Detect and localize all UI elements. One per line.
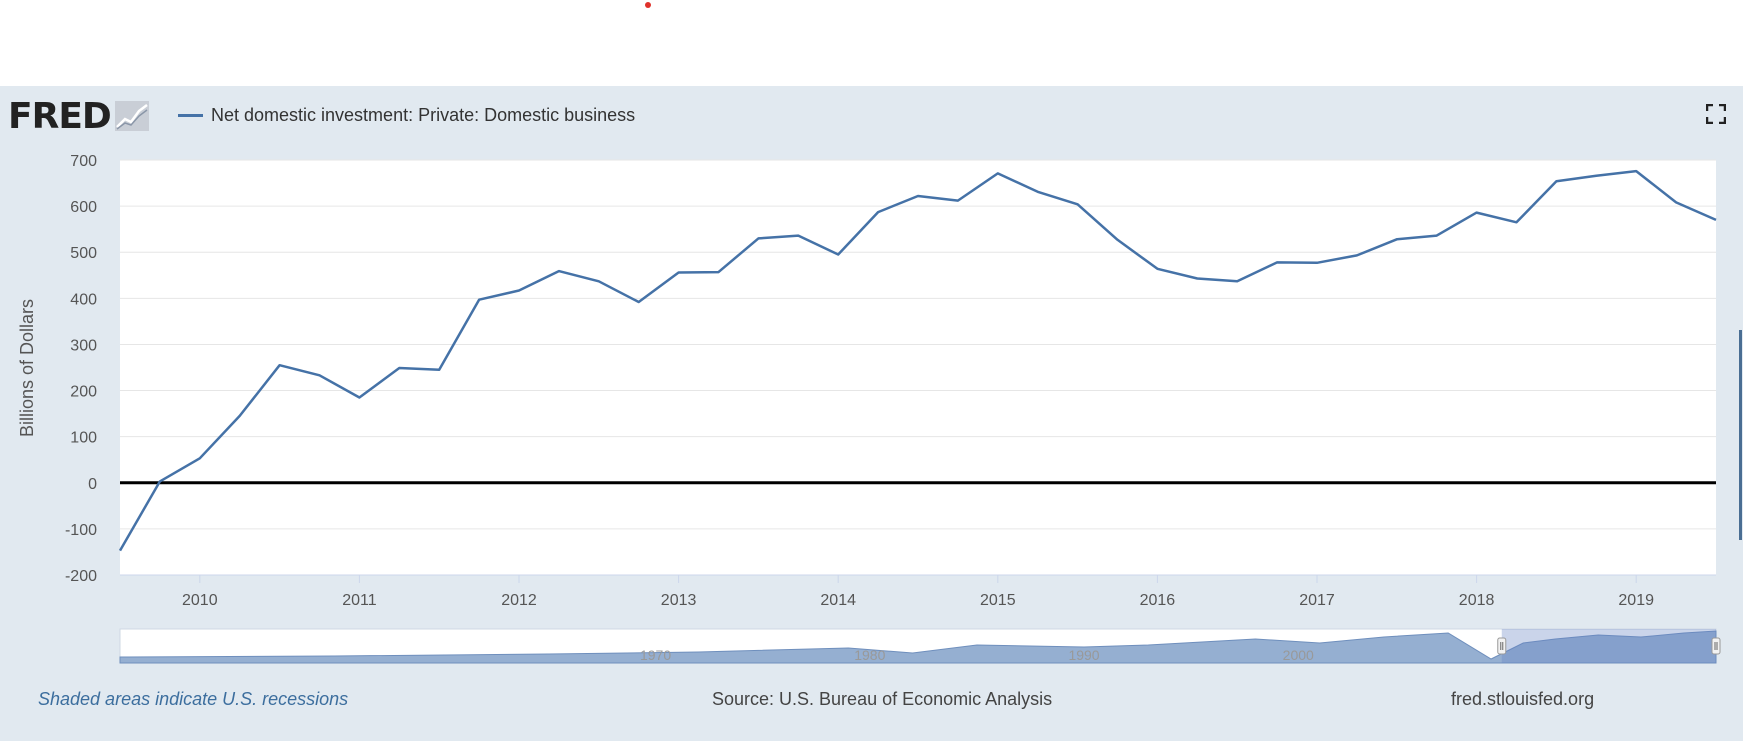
y-tick-label: 200 [70, 384, 97, 401]
fred-logo[interactable]: FRED [8, 95, 149, 137]
data-point[interactable] [356, 394, 362, 400]
line-chart: -200 -100 0 100 200 300 400 500 600 700 2010 2011 2… [17, 153, 1721, 664]
data-point[interactable] [516, 287, 522, 293]
data-point[interactable] [915, 193, 921, 199]
navigator-handle[interactable] [1497, 637, 1507, 655]
data-point[interactable] [755, 235, 761, 241]
source-text: Source: U.S. Bureau of Economic Analysis [712, 689, 1053, 709]
y-axis-label: Billions of Dollars [17, 299, 37, 437]
data-point[interactable] [237, 413, 243, 419]
data-point[interactable] [1713, 217, 1719, 223]
x-tick-label: 2016 [1140, 592, 1176, 609]
data-point[interactable] [795, 233, 801, 239]
data-point[interactable] [875, 209, 881, 215]
navigator-handle[interactable] [1711, 637, 1721, 655]
y-tick-label: 700 [70, 153, 97, 170]
chart-legend[interactable]: Net domestic investment: Private: Domest… [178, 105, 635, 126]
data-point[interactable] [157, 478, 163, 484]
data-point[interactable] [1474, 210, 1480, 216]
site-link[interactable]: fred.stlouisfed.org [1451, 689, 1595, 709]
x-tick-label: 2019 [1618, 592, 1654, 609]
page-scrollbar[interactable] [1739, 330, 1742, 540]
x-tick-label: 2018 [1459, 592, 1495, 609]
y-tick-label: 500 [70, 245, 97, 262]
y-tick-label: 600 [70, 199, 97, 216]
data-point[interactable] [1154, 266, 1160, 272]
navigator-label: 2000 [1283, 647, 1314, 663]
data-point[interactable] [436, 367, 442, 373]
data-point[interactable] [676, 270, 682, 276]
y-tick-label: -100 [65, 522, 97, 539]
legend-label: Net domestic investment: Private: Domest… [211, 105, 636, 125]
data-point[interactable] [716, 269, 722, 275]
data-point[interactable] [1434, 233, 1440, 239]
data-point[interactable] [1115, 237, 1121, 243]
navigator-label: 1990 [1068, 647, 1099, 663]
chart-header: FRED Net domestic investment: Private: D… [0, 86, 1743, 148]
data-point[interactable] [117, 548, 123, 554]
data-point[interactable] [955, 198, 961, 204]
x-tick-label: 2014 [820, 592, 856, 609]
y-tick-label: 100 [70, 430, 97, 447]
data-point[interactable] [1593, 173, 1599, 179]
chart-footer: Shaded areas indicate U.S. recessions So… [0, 689, 1743, 729]
series-line[interactable] [118, 169, 1717, 552]
x-tick-label: 2013 [661, 592, 697, 609]
x-tick-label: 2015 [980, 592, 1016, 609]
data-point[interactable] [1633, 168, 1639, 174]
y-tick-label: -200 [65, 568, 97, 585]
y-tick-label: 400 [70, 291, 97, 308]
fred-logo-text: FRED [8, 95, 112, 137]
data-point[interactable] [1194, 276, 1200, 282]
data-point[interactable] [1354, 252, 1360, 258]
plot-area [120, 160, 1716, 575]
x-tick-label: 2017 [1299, 592, 1335, 609]
data-point[interactable] [1514, 219, 1520, 225]
data-point[interactable] [835, 252, 841, 258]
data-point[interactable] [1673, 199, 1679, 205]
data-point[interactable] [396, 365, 402, 371]
red-dot-marker [645, 2, 651, 8]
x-tick-label: 2011 [342, 592, 377, 609]
data-point[interactable] [995, 170, 1001, 176]
navigator-series [119, 630, 1717, 664]
data-point[interactable] [596, 278, 602, 284]
data-point[interactable] [1234, 278, 1240, 284]
data-point[interactable] [1274, 259, 1280, 265]
data-point[interactable] [1314, 260, 1320, 266]
x-tick-label: 2010 [182, 592, 218, 609]
y-tick-label: 300 [70, 337, 97, 354]
data-point[interactable] [476, 297, 482, 303]
range-navigator[interactable]: 1970 1980 1990 2000 [119, 628, 1721, 664]
data-point[interactable] [556, 268, 562, 274]
navigator-selection[interactable] [1501, 629, 1716, 663]
data-point[interactable] [277, 362, 283, 368]
x-tick-label: 2012 [501, 592, 537, 609]
y-tick-label: 0 [88, 476, 97, 493]
data-point[interactable] [197, 455, 203, 461]
data-point[interactable] [1075, 201, 1081, 207]
navigator-label: 1970 [640, 647, 671, 663]
data-point[interactable] [636, 299, 642, 305]
data-point[interactable] [1394, 236, 1400, 242]
data-point[interactable] [317, 372, 323, 378]
recession-note: Shaded areas indicate U.S. recessions [38, 689, 349, 709]
data-point[interactable] [1553, 178, 1559, 184]
chart-panel: FRED Net domestic investment: Private: D… [0, 86, 1743, 741]
data-point[interactable] [1035, 189, 1041, 195]
legend-swatch [178, 114, 203, 117]
chart-trend-icon [114, 101, 149, 131]
navigator-label: 1980 [854, 647, 885, 663]
fullscreen-icon[interactable] [1706, 104, 1726, 124]
